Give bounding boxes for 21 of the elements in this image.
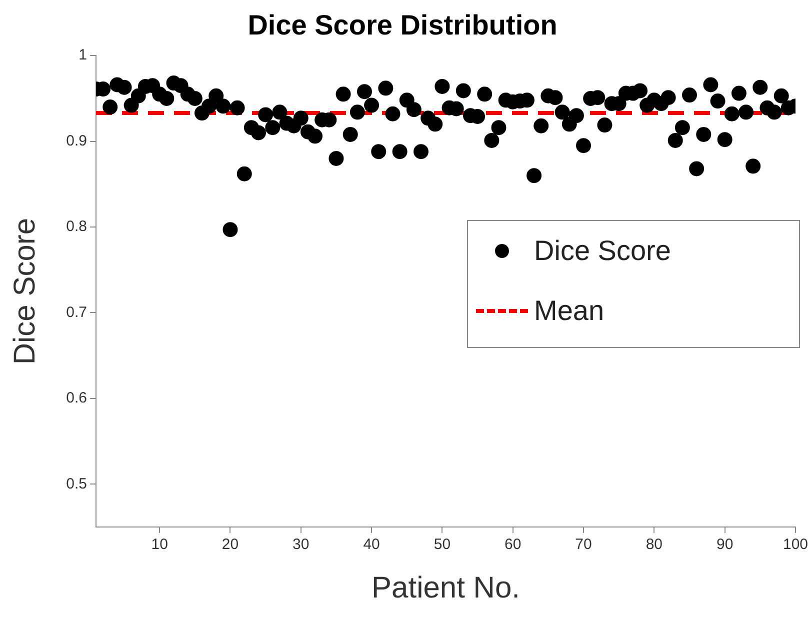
x-tick-label: 40 [363,536,380,554]
y-tick-label: 0.6 [66,390,87,407]
legend-label: Dice Score [534,235,671,267]
x-tick-label: 90 [716,536,734,554]
x-tick-label: 20 [222,536,239,554]
y-tick-label: 0.7 [66,304,87,321]
y-tick-label: 1 [78,46,87,64]
x-tick-label: 30 [292,536,310,554]
x-axis-title: Patient No. [372,571,520,604]
y-axis-title: Dice Score [8,218,42,365]
legend-label: Mean [534,295,604,327]
x-tick-label: 10 [151,536,168,554]
chart-title: Dice Score Distribution [248,10,558,41]
y-tick-label: 0.8 [66,218,87,236]
x-tick-label: 80 [646,536,663,554]
x-tick-label: 60 [504,536,522,554]
x-tick-label: 70 [575,536,592,554]
y-tick-label: 0.9 [66,132,87,150]
y-tick-label: 0.5 [66,475,87,492]
x-tick-label: 50 [434,536,451,554]
x-tick-label: 100 [782,536,808,554]
